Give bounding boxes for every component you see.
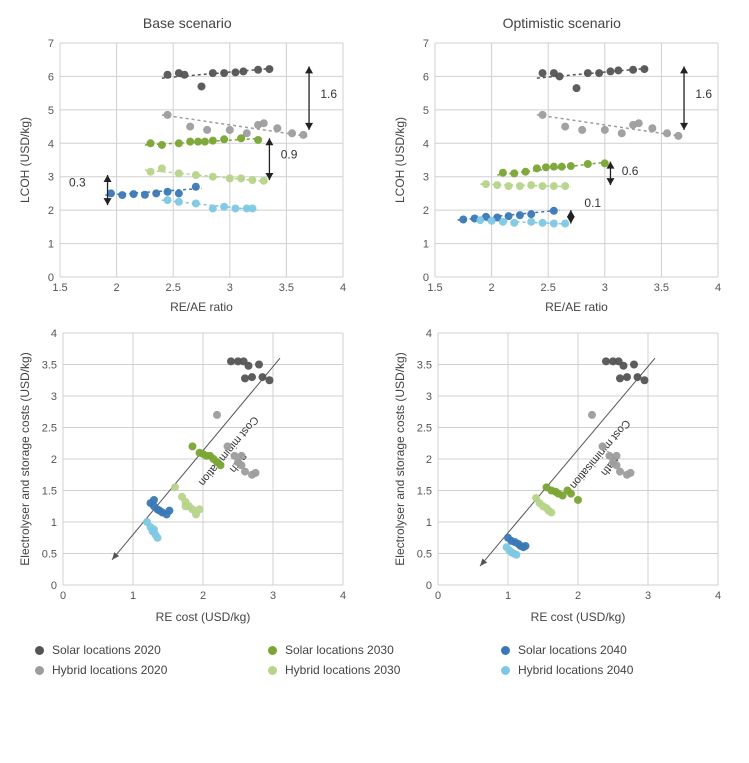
legend-label: Solar locations 2030	[285, 643, 394, 657]
svg-text:2: 2	[422, 205, 428, 217]
svg-text:RE cost (USD/kg): RE cost (USD/kg)	[530, 610, 625, 624]
title-base: Base scenario	[15, 15, 360, 31]
legend-label: Solar locations 2020	[52, 643, 161, 657]
legend-label: Hybrid locations 2040	[518, 663, 633, 677]
svg-text:0.1: 0.1	[584, 196, 601, 210]
svg-text:1.5: 1.5	[416, 486, 431, 498]
title-optim: Optimistic scenario	[390, 15, 735, 31]
legend-item: Solar locations 2040	[501, 643, 714, 657]
svg-text:RE/AE ratio: RE/AE ratio	[170, 300, 233, 314]
legend-dot-icon	[35, 666, 44, 675]
chart-bottom-right: 0 0.5 1 1.5 2 2.5 3 3.5 4 0 1 2 3 4 RE cost (USD/kg) El…	[390, 325, 735, 625]
svg-text:5: 5	[48, 105, 54, 117]
svg-text:2.5: 2.5	[42, 423, 57, 435]
svg-text:4: 4	[425, 328, 431, 340]
svg-text:3: 3	[227, 282, 233, 294]
svg-text:2: 2	[200, 590, 206, 602]
svg-text:2: 2	[488, 282, 494, 294]
svg-text:0: 0	[425, 580, 431, 592]
svg-text:2.5: 2.5	[540, 282, 555, 294]
svg-text:0.6: 0.6	[621, 164, 638, 178]
svg-text:4: 4	[714, 282, 720, 294]
chart-bottom-left: 0 0.5 1 1.5 2 2.5 3 3.5 4 0 1 2 3 4 RE cost (USD/kg) El…	[15, 325, 360, 625]
legend-dot-icon	[501, 666, 510, 675]
chart-grid: Base scenario 0 1 2 3 4 5 6 7 1.5 2 2.5 3 3.5 4 RE/AE …	[15, 15, 734, 625]
svg-text:RE/AE ratio: RE/AE ratio	[545, 300, 608, 314]
legend-item: Solar locations 2030	[268, 643, 481, 657]
svg-text:4: 4	[422, 138, 428, 150]
svg-text:3: 3	[644, 590, 650, 602]
svg-text:Electrolyser and storage costs: Electrolyser and storage costs (USD/kg)	[18, 352, 32, 565]
legend-label: Hybrid locations 2030	[285, 663, 400, 677]
svg-text:3.5: 3.5	[416, 360, 431, 372]
legend-dot-icon	[501, 646, 510, 655]
legend-item: Hybrid locations 2030	[268, 663, 481, 677]
svg-text:1: 1	[425, 517, 431, 529]
svg-text:2: 2	[425, 454, 431, 466]
svg-text:4: 4	[340, 282, 346, 294]
legend-label: Solar locations 2040	[518, 643, 627, 657]
svg-text:1.6: 1.6	[695, 87, 712, 101]
legend: Solar locations 2020 Solar locations 2030…	[15, 643, 734, 677]
svg-text:6: 6	[422, 71, 428, 83]
svg-text:Cost minimisation: Cost minimisation	[567, 417, 632, 491]
legend-item: Hybrid locations 2020	[35, 663, 248, 677]
svg-text:3: 3	[48, 172, 54, 184]
svg-text:3.5: 3.5	[42, 360, 57, 372]
svg-text:0.5: 0.5	[416, 549, 431, 561]
svg-text:0: 0	[51, 580, 57, 592]
svg-text:LCOH (USD/kg): LCOH (USD/kg)	[18, 117, 32, 203]
svg-text:0.5: 0.5	[42, 549, 57, 561]
svg-text:1.5: 1.5	[42, 486, 57, 498]
svg-text:RE cost (USD/kg): RE cost (USD/kg)	[156, 610, 251, 624]
legend-dot-icon	[268, 666, 277, 675]
svg-text:1.5: 1.5	[52, 282, 67, 294]
legend-item: Solar locations 2020	[35, 643, 248, 657]
legend-dot-icon	[268, 646, 277, 655]
legend-item: Hybrid locations 2040	[501, 663, 714, 677]
svg-text:2: 2	[574, 590, 580, 602]
chart-top-right: Optimistic scenario 012345671.522.533.54…	[390, 15, 735, 315]
svg-text:3: 3	[425, 391, 431, 403]
svg-text:7: 7	[48, 38, 54, 50]
svg-text:3: 3	[601, 282, 607, 294]
svg-text:2: 2	[51, 454, 57, 466]
legend-label: Hybrid locations 2020	[52, 663, 167, 677]
svg-text:Electrolyser and storage costs: Electrolyser and storage costs (USD/kg)	[393, 352, 407, 565]
svg-text:1: 1	[51, 517, 57, 529]
svg-text:4: 4	[51, 328, 57, 340]
svg-text:1: 1	[130, 590, 136, 602]
svg-text:3.5: 3.5	[653, 282, 668, 294]
svg-text:3: 3	[422, 172, 428, 184]
svg-text:2: 2	[48, 205, 54, 217]
svg-text:LCOH (USD/kg): LCOH (USD/kg)	[393, 117, 407, 203]
svg-text:1.5: 1.5	[427, 282, 442, 294]
svg-text:0: 0	[434, 590, 440, 602]
svg-text:3.5: 3.5	[279, 282, 294, 294]
svg-text:2.5: 2.5	[416, 423, 431, 435]
svg-text:1.6: 1.6	[320, 87, 337, 101]
svg-text:2: 2	[114, 282, 120, 294]
svg-text:1: 1	[504, 590, 510, 602]
svg-text:4: 4	[340, 590, 346, 602]
svg-text:0: 0	[60, 590, 66, 602]
svg-text:3: 3	[270, 590, 276, 602]
svg-text:0.9: 0.9	[281, 147, 298, 161]
legend-dot-icon	[35, 646, 44, 655]
svg-text:4: 4	[714, 590, 720, 602]
svg-text:2.5: 2.5	[166, 282, 181, 294]
chart-top-left: Base scenario 012345671.522.533.54RE/AE …	[15, 15, 360, 315]
svg-text:4: 4	[48, 138, 54, 150]
svg-text:3: 3	[51, 391, 57, 403]
svg-text:5: 5	[422, 105, 428, 117]
svg-text:7: 7	[422, 38, 428, 50]
svg-text:1: 1	[422, 239, 428, 251]
svg-text:0.3: 0.3	[69, 176, 86, 190]
svg-text:6: 6	[48, 71, 54, 83]
svg-text:1: 1	[48, 239, 54, 251]
